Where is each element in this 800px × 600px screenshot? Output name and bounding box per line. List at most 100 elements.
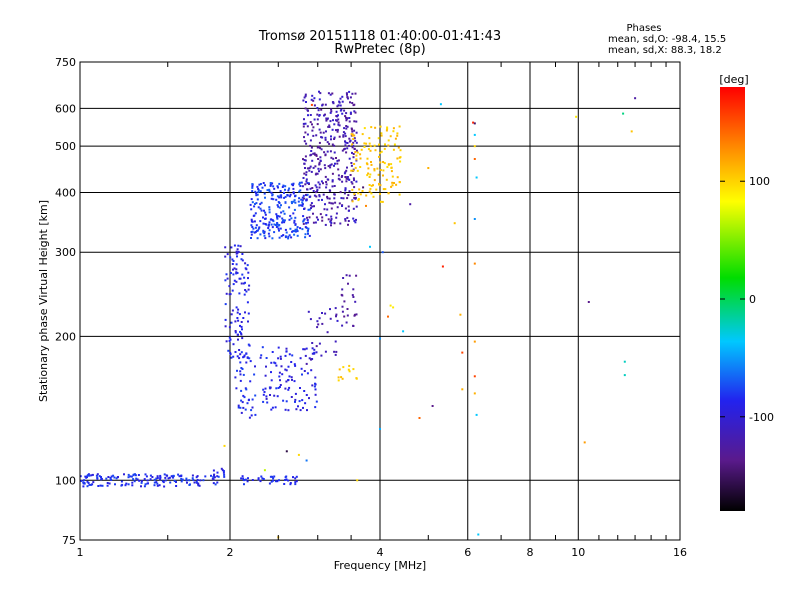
data-point — [341, 180, 344, 183]
data-point — [293, 199, 296, 202]
data-point — [340, 376, 343, 379]
data-point — [247, 277, 249, 280]
data-point — [387, 163, 390, 166]
data-point — [353, 120, 356, 123]
x-axis-label: Frequency [MHz] — [334, 559, 426, 572]
data-point — [306, 193, 309, 196]
data-point — [297, 405, 299, 408]
data-point — [301, 204, 304, 207]
data-point — [303, 390, 306, 392]
data-point — [309, 187, 312, 190]
data-point — [302, 215, 305, 218]
data-point — [230, 313, 233, 316]
data-point — [250, 208, 253, 211]
data-point — [318, 317, 321, 320]
colorbar-ticks: 100 0 -100 — [720, 175, 774, 424]
data-point — [339, 97, 342, 100]
data-point — [355, 149, 358, 152]
data-point — [304, 159, 307, 162]
data-point — [298, 400, 301, 403]
data-point — [101, 484, 104, 487]
data-point — [124, 484, 127, 487]
data-point — [418, 417, 421, 419]
data-point — [256, 229, 259, 232]
data-point — [308, 169, 311, 172]
data-point — [399, 160, 402, 163]
data-point — [379, 428, 381, 430]
data-point — [330, 110, 333, 113]
data-point — [324, 167, 327, 170]
data-point — [346, 176, 349, 178]
data-point — [250, 414, 253, 417]
data-point — [250, 237, 252, 239]
data-point — [238, 292, 241, 295]
data-point — [326, 117, 329, 120]
data-point — [265, 357, 268, 359]
data-point — [267, 232, 270, 235]
data-point — [292, 212, 295, 215]
data-point — [302, 158, 304, 161]
data-point — [284, 185, 287, 188]
data-point — [321, 216, 324, 219]
data-point — [254, 394, 257, 397]
data-point — [300, 198, 303, 201]
data-point — [100, 476, 102, 478]
chart-subtitle: RwPretec (8p) — [334, 42, 425, 57]
data-point — [263, 209, 265, 212]
data-point — [229, 351, 232, 354]
data-point — [352, 153, 355, 155]
data-point — [140, 485, 142, 488]
data-point — [284, 479, 287, 481]
data-point — [473, 133, 476, 136]
data-point — [348, 190, 351, 193]
data-point — [241, 368, 244, 370]
data-point — [284, 195, 287, 198]
data-point — [275, 226, 278, 228]
data-point — [353, 137, 356, 140]
data-point — [221, 469, 224, 472]
data-point — [333, 222, 336, 225]
data-point — [336, 206, 339, 209]
data-point — [294, 364, 297, 367]
data-point — [294, 201, 297, 204]
data-point — [255, 192, 258, 195]
data-point — [314, 165, 317, 168]
data-point — [345, 116, 347, 119]
data-point — [329, 150, 332, 153]
data-point — [301, 399, 304, 402]
data-point — [352, 177, 355, 180]
data-point — [369, 145, 372, 148]
data-point — [185, 479, 188, 482]
data-point — [236, 369, 238, 372]
data-point — [273, 231, 276, 234]
data-point — [305, 459, 308, 462]
data-point — [244, 281, 246, 284]
data-point — [316, 118, 319, 121]
data-point — [269, 386, 272, 389]
data-point — [301, 228, 304, 231]
data-point — [308, 397, 310, 400]
data-point — [173, 480, 176, 482]
data-point — [346, 142, 349, 144]
data-point — [251, 190, 254, 193]
data-point — [306, 409, 308, 412]
data-point — [254, 365, 256, 368]
data-point — [392, 127, 395, 130]
data-point — [254, 226, 257, 229]
data-point — [259, 356, 262, 359]
data-point — [298, 190, 301, 193]
data-point — [357, 199, 360, 202]
data-point — [178, 475, 181, 478]
data-point — [301, 201, 304, 204]
data-point — [87, 473, 90, 476]
data-point — [347, 223, 349, 226]
data-point — [310, 170, 313, 173]
data-point — [317, 218, 319, 221]
data-point — [317, 199, 320, 202]
data-point — [391, 175, 394, 178]
data-point — [262, 222, 265, 225]
data-point — [246, 301, 249, 304]
data-point — [305, 394, 308, 396]
data-point — [279, 384, 282, 386]
data-point — [220, 467, 223, 470]
